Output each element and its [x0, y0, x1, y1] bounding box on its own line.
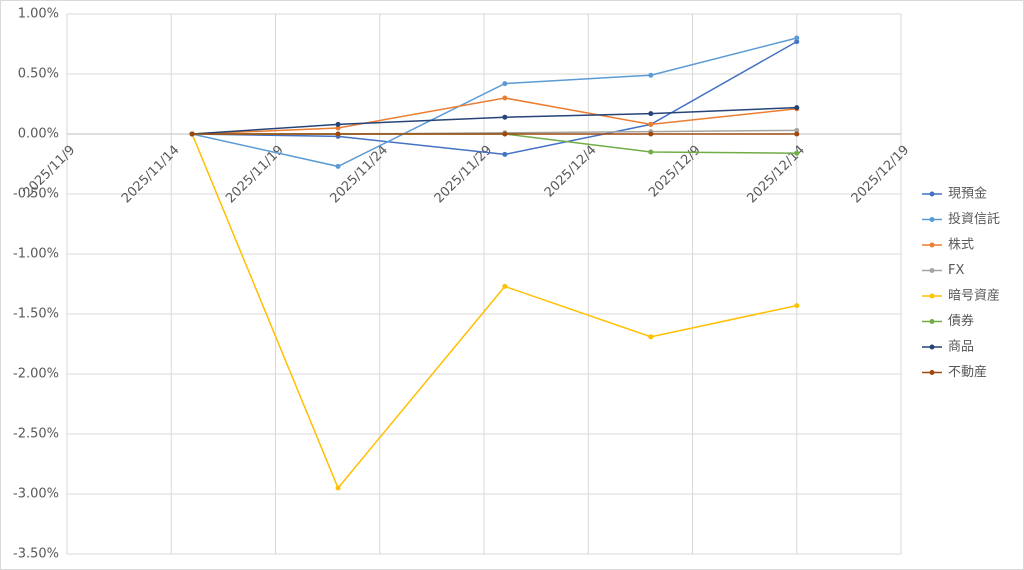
- legend-marker: [929, 319, 935, 324]
- data-point: [648, 121, 654, 127]
- legend-label: 投資信託: [948, 211, 1000, 227]
- data-point: [502, 114, 508, 120]
- data-point: [335, 131, 341, 137]
- legend-marker: [929, 268, 935, 273]
- data-point: [648, 149, 654, 155]
- data-point: [794, 39, 800, 45]
- data-point: [648, 334, 654, 340]
- data-point: [794, 127, 800, 133]
- data-point: [335, 485, 341, 491]
- data-point: [502, 131, 508, 137]
- data-point: [794, 105, 800, 111]
- data-point: [502, 151, 508, 157]
- y-tick-label: -2.50%: [13, 427, 59, 442]
- legend-marker: [929, 293, 935, 299]
- y-tick-label: -0.50%: [13, 187, 59, 202]
- y-tick-label: -3.50%: [13, 547, 59, 562]
- data-point: [335, 121, 341, 127]
- legend-marker: [929, 191, 935, 197]
- y-tick-label: 1.00%: [18, 7, 59, 22]
- data-point: [335, 125, 341, 131]
- data-point: [794, 303, 800, 309]
- data-point: [648, 131, 654, 137]
- data-point: [648, 111, 654, 117]
- data-point: [502, 95, 508, 101]
- data-point: [335, 163, 341, 169]
- legend-label: 債券: [948, 313, 974, 329]
- data-point: [794, 131, 800, 137]
- y-tick-label: 0.50%: [18, 67, 59, 82]
- data-point: [794, 35, 800, 41]
- legend-label: 商品: [948, 340, 974, 355]
- legend-marker: [929, 370, 935, 375]
- y-tick-label: -1.50%: [13, 307, 59, 322]
- y-tick-label: 0.00%: [18, 127, 59, 142]
- data-point: [794, 150, 800, 156]
- y-tick-label: -1.00%: [13, 247, 59, 262]
- legend-label: 現預金: [948, 186, 987, 202]
- legend-label: FX: [948, 263, 964, 278]
- data-point: [648, 72, 654, 78]
- legend-label: 暗号資産: [948, 288, 1000, 304]
- legend-label: 不動産: [948, 364, 987, 380]
- data-point: [189, 131, 195, 137]
- legend-marker: [929, 242, 935, 248]
- legend-label: 株式: [948, 238, 974, 253]
- legend-marker: [929, 344, 935, 350]
- y-tick-label: -2.00%: [13, 367, 59, 382]
- data-point: [502, 283, 508, 289]
- y-tick-label: -3.00%: [13, 487, 59, 502]
- legend-marker: [929, 217, 935, 222]
- data-point: [502, 81, 508, 87]
